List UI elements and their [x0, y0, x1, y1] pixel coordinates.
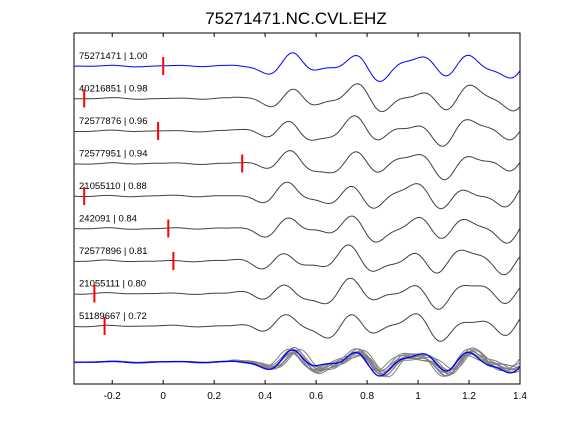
- x-tick-label: 0: [160, 391, 166, 402]
- x-axis: -0.2 0 0.2 0.4 0.6 0.8 1 1.2 1.4: [104, 33, 527, 402]
- trace-line: [73, 244, 521, 276]
- trace-2: 40216851 | 0.98: [74, 83, 521, 113]
- trace-label: 40216851 | 0.98: [79, 84, 148, 95]
- trace-8: 21055111 | 0.80: [73, 277, 521, 310]
- x-tick-label: 1: [415, 391, 421, 402]
- stack-group: [73, 346, 521, 378]
- trace-6: 242091 | 0.84: [74, 214, 521, 244]
- x-tick-label: 0.2: [207, 391, 221, 402]
- x-tick-label: 0.8: [360, 391, 374, 402]
- trace-label: 21055111 | 0.80: [79, 279, 146, 290]
- trace-line: [74, 83, 521, 113]
- x-tick-label: 1.2: [462, 391, 476, 402]
- trace-line: [74, 52, 521, 82]
- trace-label: 75271471 | 1.00: [79, 51, 148, 62]
- trace-1: 75271471 | 1.00: [74, 51, 521, 82]
- trace-4: 72577951 | 0.94: [73, 149, 521, 181]
- x-tick-label: 0.6: [309, 391, 323, 402]
- trace-label: 72577896 | 0.81: [79, 246, 148, 257]
- trace-line: [74, 115, 521, 147]
- stack-reference: [73, 349, 521, 377]
- trace-7: 72577896 | 0.81: [73, 244, 521, 276]
- trace-9: 51189667 | 0.72: [73, 311, 521, 342]
- trace-label: 21055110 | 0.88: [79, 181, 147, 192]
- x-tick-label: -0.2: [104, 391, 122, 402]
- trace-label: 51189667 | 0.72: [79, 311, 147, 322]
- trace-5: 21055110 | 0.88: [74, 181, 521, 210]
- trace-label: 242091 | 0.84: [79, 214, 137, 225]
- trace-group: 75271471 | 1.00 40216851 | 0.98 72577876 |…: [73, 51, 521, 342]
- trace-line: [74, 181, 521, 210]
- trace-line: [74, 215, 521, 244]
- trace-line: [73, 313, 521, 342]
- trace-label: 72577876 | 0.96: [79, 116, 148, 127]
- trace-label: 72577951 | 0.94: [79, 149, 148, 160]
- trace-line: [73, 150, 521, 181]
- trace-line: [73, 277, 521, 310]
- trace-3: 72577876 | 0.96: [74, 115, 521, 147]
- x-tick-label: 0.4: [258, 391, 272, 402]
- chart-title: 75271471.NC.CVL.EHZ: [205, 9, 386, 28]
- x-tick-label: 1.4: [513, 391, 527, 402]
